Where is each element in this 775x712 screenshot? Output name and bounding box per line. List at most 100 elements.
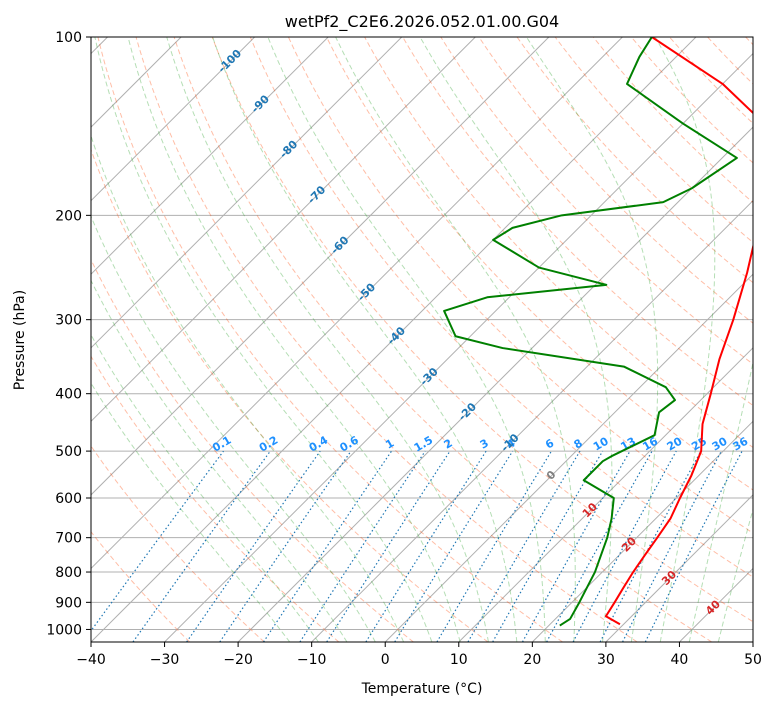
- mixing-ratio-line: [622, 450, 722, 642]
- mixing-ratio-line: [326, 450, 451, 642]
- dry-adiabat: [287, 37, 753, 534]
- moist-adiabat: [212, 37, 518, 642]
- dry-adiabat: [669, 37, 753, 125]
- plot-frame: [90, 36, 754, 643]
- moist-adiabat: [94, 37, 433, 642]
- y-tick-label: 600: [55, 491, 82, 507]
- isotherm-gridline: [91, 37, 476, 423]
- dry-adiabat: [91, 531, 191, 642]
- moist-adiabat: [91, 134, 405, 642]
- plot-area: 0.1 0.2 0.4 0.6 1 1.5 2 3 4 6 8 10 13 16 20 25 30 36-100-…: [91, 37, 753, 642]
- dry-adiabat: [326, 37, 753, 491]
- y-tick-label: 1000: [46, 622, 82, 638]
- isotherm-gridline: [311, 199, 753, 642]
- moist-adiabat: [166, 37, 489, 642]
- mixing-ratio-line: [219, 450, 352, 642]
- mixing-ratio-line: [91, 450, 225, 632]
- dry-adiabat: [91, 258, 414, 642]
- y-tick-label: 300: [55, 313, 82, 329]
- moist-adiabat: [127, 37, 461, 642]
- x-tick-label: 20: [523, 652, 541, 668]
- dry-adiabat: [516, 37, 753, 284]
- y-tick-label: 100: [55, 30, 82, 46]
- mixing-ratio-line: [492, 450, 604, 642]
- temperature-line: [604, 37, 753, 626]
- dry-adiabat: [440, 37, 753, 365]
- isotherm-gridline: [531, 420, 753, 642]
- dry-adiabat: [91, 355, 340, 642]
- dry-adiabat: [364, 37, 753, 449]
- dry-adiabat: [402, 37, 753, 407]
- y-tick-label: 900: [55, 595, 82, 611]
- x-tick-label: 0: [381, 652, 390, 668]
- y-tick-label: 500: [55, 444, 82, 460]
- dry-adiabat: [97, 37, 563, 642]
- mixing-ratio-line: [467, 450, 581, 642]
- dry-adiabat: [173, 37, 713, 642]
- x-tick-label: −10: [297, 652, 327, 668]
- x-tick-label: 50: [744, 652, 762, 668]
- isotherm-gridline: [752, 641, 753, 642]
- moist-adiabat: [335, 37, 576, 642]
- mixing-ratio-line: [365, 450, 487, 642]
- x-tick-label: 10: [450, 652, 468, 668]
- dewpoint-line: [443, 37, 738, 627]
- dry-adiabat: [91, 445, 265, 642]
- mixing-ratio-line: [186, 450, 321, 642]
- dry-adiabat: [211, 37, 753, 623]
- x-tick-label: −30: [150, 652, 180, 668]
- chart-title: wetPf2_C2E6.2026.052.01.00.G04: [285, 12, 559, 32]
- isotherm-gridline: [91, 37, 550, 496]
- mixing-ratio-line: [436, 450, 553, 642]
- moist-adiabat: [654, 37, 716, 642]
- mixing-ratio-line: [132, 450, 271, 642]
- dry-adiabat: [592, 37, 753, 204]
- y-tick-label: 800: [55, 565, 82, 581]
- moist-adiabat: [91, 215, 376, 642]
- moist-adiabat: [91, 333, 319, 642]
- mixing-ratio-line: [521, 450, 631, 642]
- mixing-ratio-label: 1: [383, 437, 396, 452]
- dry-adiabat: [707, 37, 753, 85]
- dry-adiabat: [135, 37, 638, 642]
- isotherm-gridline: [237, 126, 753, 642]
- x-tick-label: 30: [597, 652, 615, 668]
- mixing-ratio-label: 3: [478, 437, 491, 452]
- moist-adiabat: [419, 37, 613, 642]
- mixing-ratio-label: 2: [442, 437, 455, 452]
- mixing-ratio-line: [644, 450, 743, 642]
- y-tick-label: 700: [55, 531, 82, 547]
- x-tick-label: −20: [223, 652, 253, 668]
- dry-adiabat: [249, 37, 753, 578]
- x-tick-label: 40: [671, 652, 689, 668]
- mixing-ratio-lines: [91, 450, 743, 642]
- x-tick-label: −40: [76, 652, 106, 668]
- isotherm-label: 40: [703, 597, 723, 617]
- isotherm-gridline: [91, 37, 256, 202]
- moist-adiabat: [717, 507, 753, 642]
- moist-adiabat: [267, 37, 546, 642]
- isotherm-gridline: [605, 494, 753, 642]
- isotherm-gridline: [458, 347, 753, 642]
- dry-adiabat: [745, 37, 753, 46]
- dry-adiabat: [91, 148, 489, 642]
- isotherm-gridline: [91, 37, 403, 349]
- moist-adiabat: [688, 360, 753, 642]
- isotherm-gridline: [91, 37, 329, 275]
- x-axis-label: Temperature (°C): [361, 681, 483, 697]
- y-axis-label: Pressure (hPa): [12, 290, 28, 390]
- mixing-ratio-line: [546, 450, 653, 642]
- moist-adiabat: [526, 37, 659, 642]
- isotherm-gridline: [91, 37, 623, 570]
- axes: −40 −30 −20 −10 0 10 20 30 40 50 100 200 300 400 500 60…: [46, 30, 762, 668]
- mixing-ratio-line: [572, 450, 677, 642]
- dry-adiabat: [478, 37, 753, 324]
- isotherm-gridline: [91, 37, 697, 642]
- mixing-ratio-line: [394, 450, 514, 642]
- y-tick-label: 400: [55, 387, 82, 403]
- isotherm-gridline: [384, 273, 753, 642]
- dry-adiabat: [554, 37, 753, 244]
- mixing-ratio-label: 6: [543, 436, 556, 451]
- y-tick-label: 200: [55, 208, 82, 224]
